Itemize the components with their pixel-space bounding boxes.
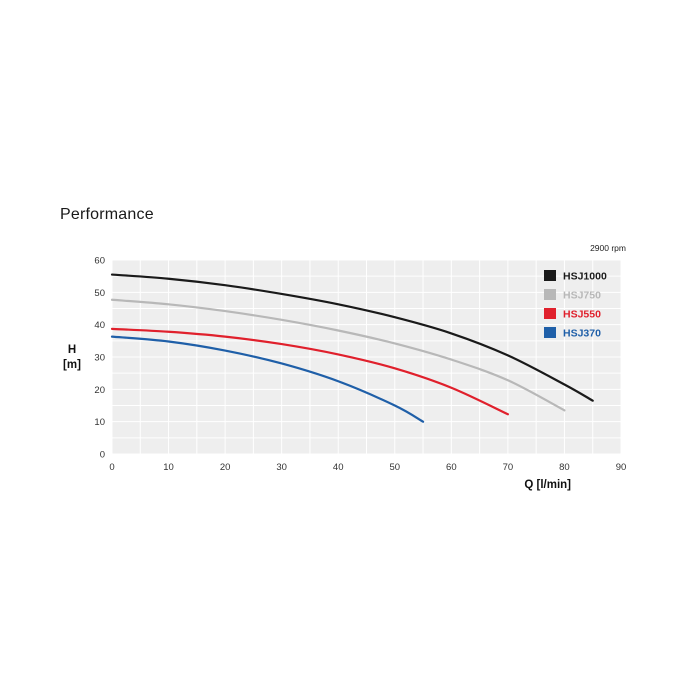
chart-title: Performance (60, 206, 154, 223)
x-tick-label: 70 (503, 462, 514, 473)
x-axis-label: Q [l/min] (524, 479, 571, 491)
rpm-annotation: 2900 rpm (590, 243, 626, 253)
x-tick-label: 80 (559, 462, 570, 473)
x-tick-label: 90 (616, 462, 627, 473)
grid-lines (111, 259, 622, 455)
x-tick-label: 40 (333, 462, 344, 473)
x-tick-label: 30 (276, 462, 287, 473)
tick-labels: 0 10 20 30 40 50 60 70 80 90 0 10 20 30 40 50 60 (94, 256, 626, 474)
x-tick-label: 10 (163, 462, 174, 473)
y-tick-label: 20 (94, 385, 105, 396)
legend-label-hsj1000: HSJ1000 (563, 271, 607, 283)
y-axis-label-unit: [m] (63, 359, 81, 371)
x-tick-label: 20 (220, 462, 231, 473)
series-line-hsj550 (110, 327, 509, 416)
y-tick-label: 40 (94, 320, 105, 331)
y-tick-label: 50 (94, 288, 105, 299)
legend-label-hsj370: HSJ370 (563, 328, 601, 340)
y-tick-label: 10 (94, 417, 105, 428)
y-axis-label-symbol: H (68, 344, 76, 356)
series-layer (110, 273, 594, 423)
legend-swatch-hsj1000 (544, 270, 556, 281)
legend-swatch-hsj370 (544, 327, 556, 338)
legend-label-hsj750: HSJ750 (563, 290, 601, 302)
series-line-hsj1000 (110, 273, 594, 402)
x-tick-label: 0 (109, 462, 114, 473)
legend-label-hsj550: HSJ550 (563, 309, 601, 321)
y-tick-label: 30 (94, 353, 105, 364)
legend-swatch-hsj750 (544, 289, 556, 300)
x-tick-label: 60 (446, 462, 457, 473)
legend-swatch-hsj550 (544, 308, 556, 319)
y-tick-label: 0 (100, 450, 105, 461)
x-tick-label: 50 (389, 462, 400, 473)
series-line-hsj750 (110, 298, 566, 412)
y-tick-label: 60 (94, 256, 105, 267)
legend: HSJ1000 HSJ750 HSJ550 HSJ370 (544, 270, 607, 340)
series-line-hsj370 (110, 335, 425, 423)
